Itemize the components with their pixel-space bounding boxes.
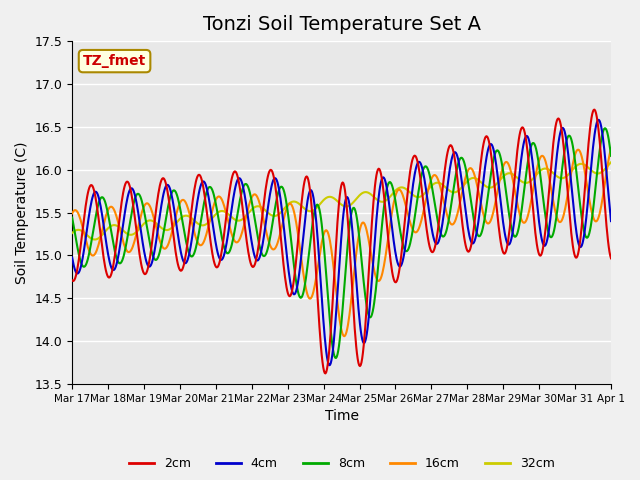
8cm [408,233,415,239]
X-axis label: Time: Time [324,409,358,423]
16cm [78,222,86,228]
2cm [134,235,141,241]
32cm [218,208,225,214]
Line: 32cm: 32cm [72,162,611,240]
32cm [607,159,615,165]
4cm [134,204,141,210]
4cm [424,196,431,202]
Text: TZ_fmet: TZ_fmet [83,54,146,68]
4cm [408,192,415,198]
16cm [68,210,76,216]
8cm [332,355,340,361]
2cm [188,203,196,209]
32cm [78,228,86,234]
32cm [408,191,415,197]
Legend: 2cm, 4cm, 8cm, 16cm, 32cm: 2cm, 4cm, 8cm, 16cm, 32cm [124,452,559,475]
4cm [68,255,76,261]
8cm [601,125,609,131]
Line: 16cm: 16cm [72,149,611,336]
8cm [424,165,431,171]
Line: 4cm: 4cm [72,120,611,365]
16cm [607,146,615,152]
16cm [134,227,141,233]
16cm [217,194,225,200]
2cm [424,232,431,238]
32cm [91,237,99,242]
32cm [424,188,431,193]
Title: Tonzi Soil Temperature Set A: Tonzi Soil Temperature Set A [203,15,481,34]
32cm [68,230,76,236]
8cm [217,228,225,233]
2cm [78,233,86,239]
8cm [188,253,196,259]
Line: 2cm: 2cm [72,109,611,373]
2cm [217,255,225,261]
8cm [68,215,76,220]
4cm [78,259,86,265]
4cm [595,117,602,123]
16cm [424,190,431,196]
8cm [134,191,141,197]
4cm [217,257,225,263]
32cm [134,228,142,233]
16cm [408,224,415,230]
4cm [325,362,333,368]
32cm [189,216,196,222]
16cm [340,333,348,339]
Line: 8cm: 8cm [72,128,611,358]
2cm [408,160,415,166]
8cm [607,153,615,159]
2cm [322,371,330,376]
8cm [78,262,86,267]
2cm [607,255,615,261]
Y-axis label: Soil Temperature (C): Soil Temperature (C) [15,141,29,284]
16cm [188,221,196,227]
2cm [68,277,76,283]
4cm [188,235,196,240]
2cm [591,107,598,112]
4cm [607,218,615,224]
